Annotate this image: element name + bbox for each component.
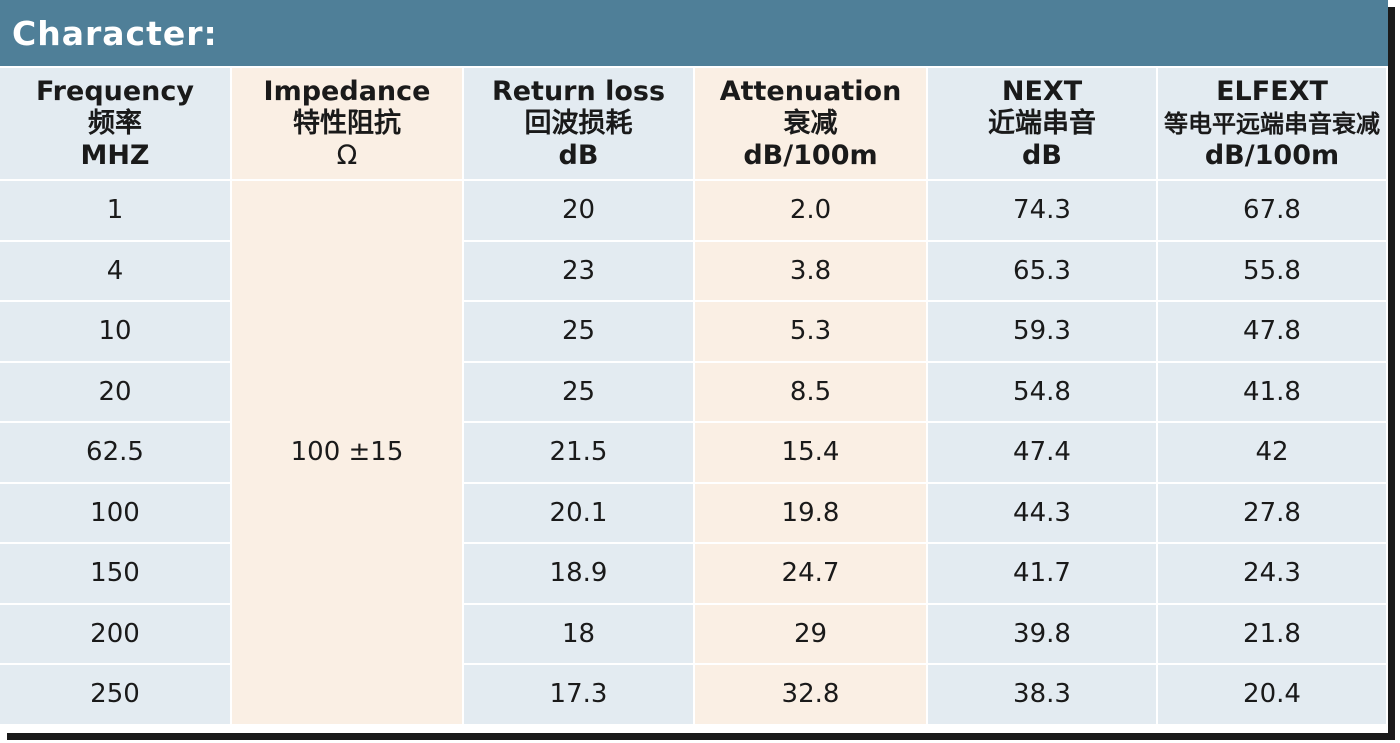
header-attenuation-unit: dB/100m — [743, 139, 878, 171]
cell-return-loss: 21.5 — [464, 423, 695, 484]
cell-next: 38.3 — [928, 665, 1158, 726]
cell-attenuation: 15.4 — [695, 423, 928, 484]
cell-elfext: 41.8 — [1158, 362, 1388, 423]
header-return-loss-en: Return loss — [491, 75, 666, 107]
cell-attenuation: 19.8 — [695, 483, 928, 544]
cell-elfext: 47.8 — [1158, 302, 1388, 363]
cell-elfext: 21.8 — [1158, 604, 1388, 665]
header-frequency-cn: 频率 — [88, 107, 142, 139]
header-impedance-en: Impedance — [263, 75, 431, 107]
header-next-cn: 近端串音 — [988, 107, 1096, 139]
header-return-loss: Return loss 回波损耗 dB — [464, 68, 695, 181]
cell-return-loss: 20 — [464, 181, 695, 242]
cell-next: 41.7 — [928, 544, 1158, 605]
cell-attenuation: 8.5 — [695, 362, 928, 423]
header-frequency-en: Frequency — [35, 75, 195, 107]
cell-return-loss: 18.9 — [464, 544, 695, 605]
cell-return-loss: 18 — [464, 604, 695, 665]
cell-next: 47.4 — [928, 423, 1158, 484]
cell-return-loss: 25 — [464, 362, 695, 423]
header-impedance: Impedance 特性阻抗 Ω — [232, 68, 464, 181]
cell-frequency: 10 — [0, 302, 232, 363]
cell-frequency: 62.5 — [0, 423, 232, 484]
cell-elfext: 67.8 — [1158, 181, 1388, 242]
panel-title: Character: — [12, 14, 218, 53]
header-attenuation-cn: 衰减 — [783, 107, 838, 139]
character-panel: Character: Frequency 频率 MHZ Impedance 特性… — [0, 0, 1388, 733]
cell-next: 54.8 — [928, 362, 1158, 423]
cell-next: 59.3 — [928, 302, 1158, 363]
header-elfext-en: ELFEXT — [1216, 75, 1328, 107]
header-frequency: Frequency 频率 MHZ — [0, 68, 232, 181]
header-frequency-unit: MHZ — [80, 139, 150, 171]
cell-return-loss: 23 — [464, 241, 695, 302]
cell-return-loss: 17.3 — [464, 665, 695, 726]
cell-frequency: 250 — [0, 665, 232, 726]
cell-next: 39.8 — [928, 604, 1158, 665]
header-elfext: ELFEXT 等电平远端串音衰减 dB/100m — [1158, 68, 1388, 181]
header-next: NEXT 近端串音 dB — [928, 68, 1158, 181]
cell-elfext: 24.3 — [1158, 544, 1388, 605]
cell-attenuation: 32.8 — [695, 665, 928, 726]
header-impedance-unit: Ω — [336, 139, 358, 171]
cell-return-loss: 25 — [464, 302, 695, 363]
cell-return-loss: 20.1 — [464, 483, 695, 544]
header-attenuation: Attenuation 衰减 dB/100m — [695, 68, 928, 181]
title-bar: Character: — [0, 0, 1388, 68]
header-next-en: NEXT — [1001, 75, 1083, 107]
cell-frequency: 100 — [0, 483, 232, 544]
cell-attenuation: 24.7 — [695, 544, 928, 605]
cell-frequency: 4 — [0, 241, 232, 302]
cell-next: 74.3 — [928, 181, 1158, 242]
cell-elfext: 55.8 — [1158, 241, 1388, 302]
cell-frequency: 1 — [0, 181, 232, 242]
header-next-unit: dB — [1022, 139, 1062, 171]
cell-frequency: 20 — [0, 362, 232, 423]
header-return-loss-unit: dB — [558, 139, 599, 171]
cell-attenuation: 3.8 — [695, 241, 928, 302]
impedance-value: 100 ±15 — [232, 181, 464, 726]
header-return-loss-cn: 回波损耗 — [524, 107, 633, 139]
cell-attenuation: 5.3 — [695, 302, 928, 363]
cell-elfext: 27.8 — [1158, 483, 1388, 544]
cell-attenuation: 29 — [695, 604, 928, 665]
cell-frequency: 150 — [0, 544, 232, 605]
cell-attenuation: 2.0 — [695, 181, 928, 242]
cell-elfext: 42 — [1158, 423, 1388, 484]
cell-next: 44.3 — [928, 483, 1158, 544]
header-elfext-unit: dB/100m — [1204, 139, 1340, 171]
spec-table: Frequency 频率 MHZ Impedance 特性阻抗 Ω Return… — [0, 68, 1388, 733]
header-elfext-cn: 等电平远端串音衰减 — [1164, 109, 1380, 138]
cell-frequency: 200 — [0, 604, 232, 665]
header-impedance-cn: 特性阻抗 — [293, 107, 401, 139]
header-attenuation-en: Attenuation — [719, 75, 902, 107]
cell-elfext: 20.4 — [1158, 665, 1388, 726]
cell-next: 65.3 — [928, 241, 1158, 302]
